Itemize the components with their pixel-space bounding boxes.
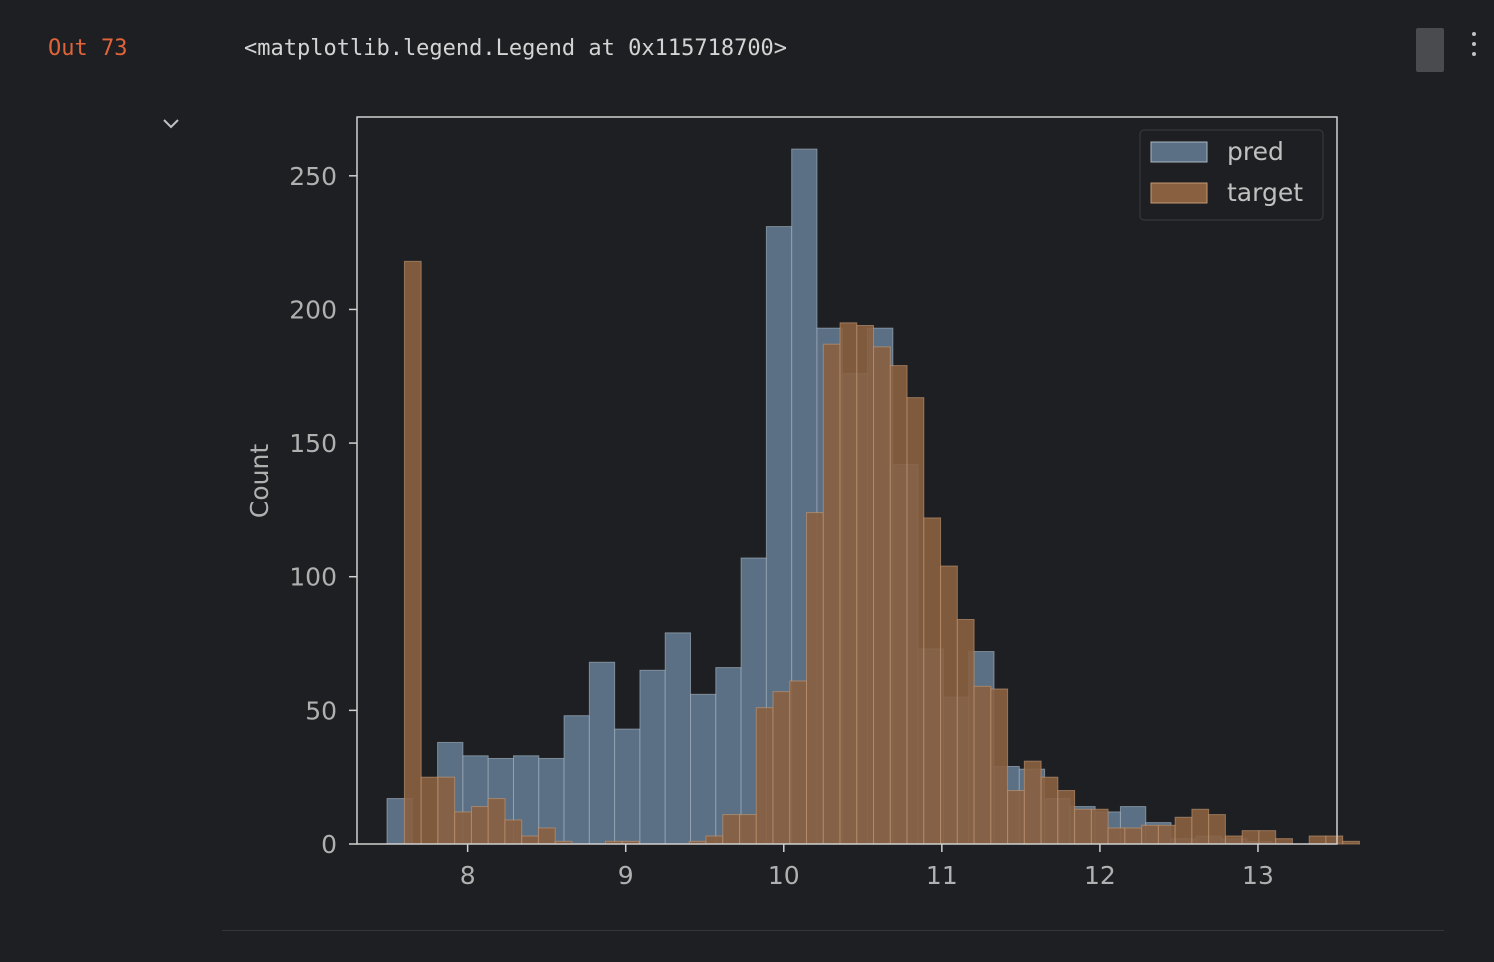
bar-target xyxy=(1023,760,1042,845)
chart-svg: 8 9 10 11 12 13 0 50 100 150 200 250 Count pred tar… xyxy=(245,116,1360,890)
x-tick-label: 9 xyxy=(618,861,634,890)
bar-target xyxy=(755,707,774,845)
x-tick-label: 12 xyxy=(1084,861,1116,890)
bar-pred xyxy=(664,632,692,845)
bar-target xyxy=(1174,816,1193,845)
y-tick-label: 50 xyxy=(305,696,337,725)
bar-target xyxy=(1258,830,1277,845)
bar-target xyxy=(1325,835,1344,845)
bar-target xyxy=(487,798,506,845)
kebab-menu-icon[interactable] xyxy=(1464,30,1484,58)
bar-target xyxy=(956,618,975,845)
bar-target xyxy=(1191,808,1210,845)
bar-target xyxy=(1057,790,1076,845)
legend-label-pred: pred xyxy=(1227,137,1284,166)
bar-target xyxy=(521,835,539,845)
x-tick-label: 13 xyxy=(1242,861,1274,890)
cell-scroll-handle[interactable] xyxy=(1416,28,1444,72)
y-tick-label: 200 xyxy=(289,295,337,324)
bar-target xyxy=(1275,838,1293,845)
y-tick-label: 150 xyxy=(289,429,337,458)
bar-target xyxy=(705,835,724,845)
legend-swatch-target xyxy=(1150,182,1208,204)
axis-ticks: 8 9 10 11 12 13 0 50 100 150 200 250 xyxy=(289,162,1274,890)
bar-target xyxy=(839,322,858,845)
bar-target xyxy=(806,512,824,845)
bar-target xyxy=(1224,835,1243,845)
bar-target xyxy=(1124,827,1143,845)
output-prompt-label: Out 73 xyxy=(48,36,128,61)
bar-target xyxy=(772,691,791,845)
y-tick-label: 0 xyxy=(321,830,337,859)
y-axis-label: Count xyxy=(245,444,274,518)
bar-target xyxy=(1342,840,1360,845)
bar-target xyxy=(504,819,523,845)
chevron-down-icon[interactable] xyxy=(160,112,182,134)
bar-pred xyxy=(639,669,666,845)
bar-pred xyxy=(614,728,641,845)
bar-pred xyxy=(588,661,616,845)
cell-divider xyxy=(222,930,1444,931)
bar-target xyxy=(437,776,456,845)
x-tick-label: 11 xyxy=(926,861,958,890)
y-tick-label: 250 xyxy=(289,162,337,191)
bar-target xyxy=(1308,835,1327,845)
plot-frame xyxy=(356,116,1338,845)
legend: pred target xyxy=(1139,129,1324,221)
bar-target xyxy=(537,827,556,845)
x-tick-label: 8 xyxy=(460,861,476,890)
legend-label-target: target xyxy=(1227,178,1303,207)
bar-target xyxy=(990,688,1009,845)
bar-target xyxy=(1157,824,1176,845)
bars-layer xyxy=(386,148,1360,845)
bar-pred xyxy=(690,693,717,845)
bar-target xyxy=(1208,814,1226,845)
bar-target xyxy=(403,260,422,845)
bar-target xyxy=(1141,824,1159,845)
x-tick-label: 10 xyxy=(768,861,800,890)
bar-target xyxy=(1007,790,1025,845)
bar-target xyxy=(822,343,841,845)
bar-target xyxy=(889,365,908,845)
bar-target xyxy=(873,346,891,845)
bar-target xyxy=(1040,776,1059,845)
bar-target xyxy=(420,776,439,845)
bar-target xyxy=(1107,827,1126,845)
bar-target xyxy=(1074,808,1092,845)
y-tick-label: 100 xyxy=(289,563,337,592)
bar-pred xyxy=(563,715,590,845)
bar-target xyxy=(923,517,942,845)
bar-target xyxy=(739,814,757,845)
bar-target xyxy=(1241,830,1260,845)
bar-target xyxy=(856,324,875,845)
histogram-chart: 8 9 10 11 12 13 0 50 100 150 200 250 Count pred tar… xyxy=(230,100,1360,910)
bar-target xyxy=(470,806,489,845)
bar-target xyxy=(722,814,741,845)
bar-target xyxy=(906,397,925,845)
bar-target xyxy=(1090,808,1109,845)
bar-target xyxy=(789,680,808,845)
bar-target xyxy=(454,811,472,845)
legend-swatch-pred xyxy=(1150,141,1208,163)
bar-target xyxy=(973,685,992,845)
bar-target xyxy=(940,565,958,845)
output-text: <matplotlib.legend.Legend at 0x115718700… xyxy=(244,36,788,61)
